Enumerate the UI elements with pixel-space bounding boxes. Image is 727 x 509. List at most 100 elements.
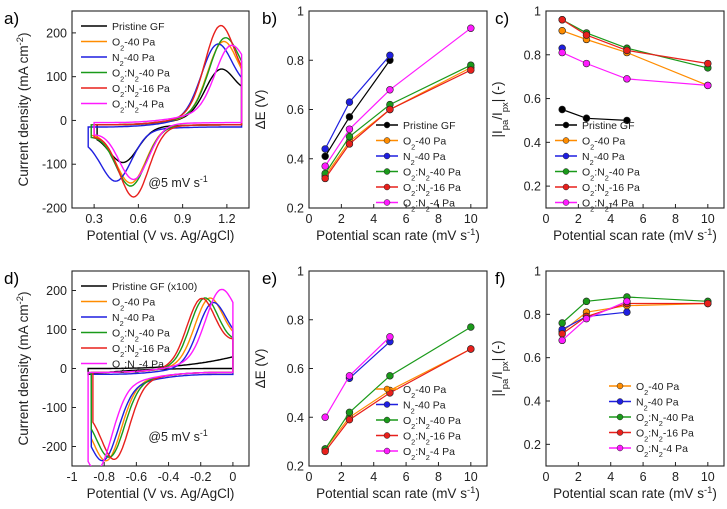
panel-label: a) (4, 9, 19, 28)
series-line (561, 52, 708, 86)
y-tick-label: -200 (42, 440, 67, 454)
series-line (324, 67, 472, 177)
y-tick-label: 200 (46, 284, 67, 298)
x-tick-label: 8 (672, 212, 679, 226)
plot-area (87, 24, 243, 198)
y-axis-label: |Ipa/Ipx| (-) (490, 82, 511, 138)
y-tick-label: 0.2 (524, 438, 541, 452)
legend-marker (562, 183, 570, 191)
data-point (321, 174, 329, 183)
data-point (386, 333, 394, 341)
legend-label: O2:N2-40 Pa (582, 167, 640, 183)
x-tick-label: 0 (543, 212, 550, 226)
legend-marker (562, 121, 570, 129)
data-point (321, 162, 329, 170)
legend-label: O2:N2-40 Pa (112, 328, 170, 344)
x-axis-label: Potential scan rate (mV s-1) (553, 485, 717, 502)
y-axis-label: |Ipa/Ipx| (-) (490, 341, 511, 397)
legend-marker (383, 199, 391, 206)
data-point (623, 46, 631, 55)
x-tick-label: 0.9 (174, 212, 191, 226)
series-line (324, 59, 391, 157)
series-line (561, 30, 709, 86)
series-line (324, 69, 472, 179)
panel-c: c) 0 2 4 6 8 10 0.2 0.4 0.6 0.8 1 Potential scan rat… (490, 5, 725, 244)
x-axis-label: Potential scan rate (mV s-1) (316, 227, 480, 244)
cv-curve (93, 44, 243, 181)
legend-marker (562, 168, 570, 175)
series-line (561, 19, 708, 65)
data-point (345, 408, 354, 417)
legend-marker (383, 168, 391, 175)
data-point (558, 27, 566, 35)
y-axis-label: Current density (mA cm-2) (15, 33, 32, 187)
y-tick-label: 0.6 (287, 362, 304, 376)
y-tick-label: 0.2 (287, 460, 304, 474)
legend-label: Pristine GF (112, 21, 165, 33)
data-point (582, 314, 591, 323)
legend-label: O2-40 Pa (112, 37, 155, 53)
x-tick-label: 4 (370, 212, 377, 226)
y-tick-label: 1 (297, 265, 304, 279)
data-point (386, 51, 394, 60)
series-line (561, 19, 708, 69)
legend-label: O2:N2-16 Pa (112, 343, 170, 359)
data-point (623, 116, 631, 125)
plot-area (321, 24, 475, 183)
legend-label: O2:N2-40 Pa (636, 412, 694, 428)
x-tick-label: 2 (575, 212, 582, 226)
data-point (558, 319, 566, 327)
data-point (467, 66, 475, 74)
x-axis-label: Potential scan rate (mV s-1) (553, 227, 717, 244)
panel-label: d) (4, 269, 19, 288)
data-point (467, 323, 475, 331)
data-point (623, 308, 631, 316)
cv-curve (87, 288, 234, 466)
data-point (386, 372, 394, 380)
plot-area (321, 323, 475, 456)
y-tick-label: 0.4 (524, 395, 541, 409)
panel-e: e) 0 2 4 6 8 10 0.2 0.4 0.6 0.8 1 Potential scan rat… (253, 265, 488, 501)
cv-curve (90, 301, 234, 462)
legend-marker (383, 416, 391, 424)
legend-label: O2-40 Pa (582, 136, 625, 152)
legend-label: O2:N2-4 Pa (636, 443, 688, 459)
x-tick-label: -0.2 (190, 470, 212, 484)
data-point (321, 145, 329, 153)
y-tick-label: 0.4 (287, 152, 304, 166)
series-line (561, 296, 708, 324)
x-tick-label: -0.6 (126, 470, 148, 484)
series-line (561, 108, 627, 121)
data-point (582, 114, 591, 122)
y-tick-label: 0 (60, 362, 67, 376)
x-tick-label: 2 (575, 470, 582, 484)
legend-label: O2:N2-16 Pa (403, 431, 461, 447)
y-axis-label: Current density (mA cm-2) (15, 292, 32, 446)
y-tick-label: 0.6 (524, 92, 541, 106)
x-tick-label: 4 (607, 212, 614, 226)
y-tick-label: -100 (42, 401, 67, 415)
data-point (623, 75, 631, 83)
data-point (321, 152, 329, 160)
data-point (558, 330, 566, 338)
panel-d: d) -1 -0.8 -0.6 -0.4 -0.2 0 -200 -100 0 100 200 Pote… (4, 269, 250, 501)
data-point (582, 31, 591, 39)
y-tick-label: 100 (46, 323, 67, 337)
series-line (561, 302, 708, 333)
y-tick-label: 1 (534, 265, 541, 279)
x-tick-label: 6 (403, 470, 410, 484)
legend-label: O2-40 Pa (636, 381, 679, 397)
data-point (386, 86, 394, 94)
x-axis-label: Potential (V vs. Ag/AgCl) (87, 486, 235, 501)
scan-rate-annotation: @5 mV s-1 (148, 174, 208, 190)
data-point (582, 59, 591, 68)
x-tick-label: 2 (338, 212, 345, 226)
legend-label: N2-40 Pa (112, 312, 155, 328)
legend-marker (616, 444, 624, 452)
data-point (386, 105, 394, 114)
data-point (345, 372, 354, 380)
x-tick-label: 6 (403, 212, 410, 226)
data-point (345, 98, 354, 106)
legend-marker (383, 385, 391, 393)
data-point (345, 415, 354, 424)
